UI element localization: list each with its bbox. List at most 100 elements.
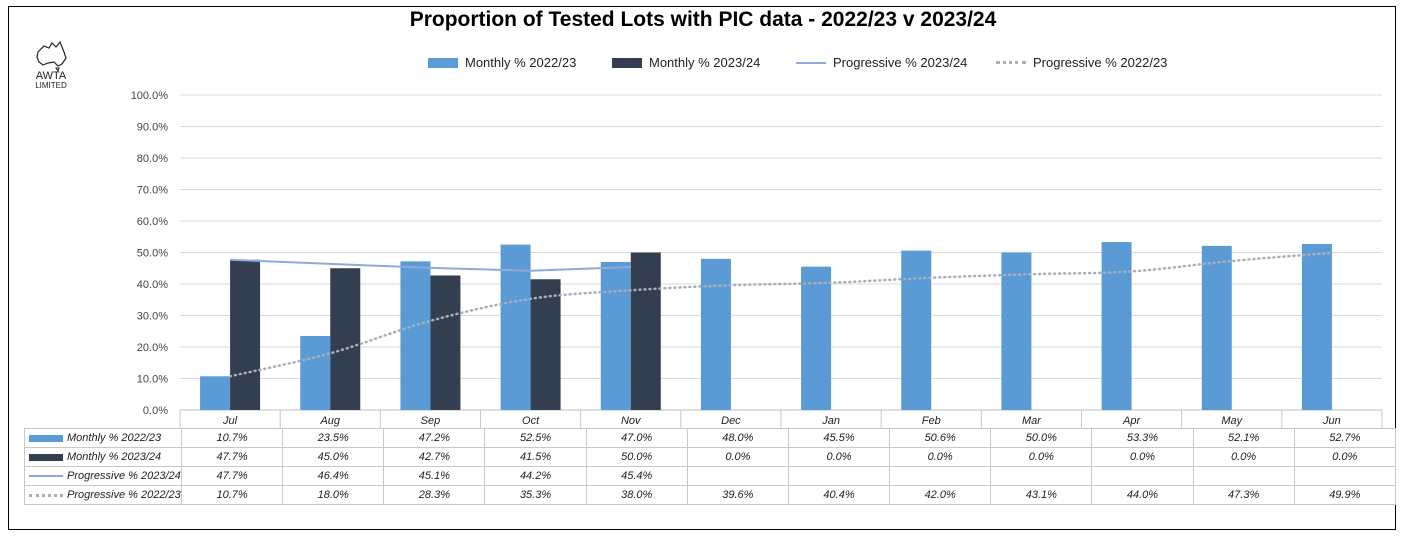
table-cell — [1293, 466, 1396, 486]
table-cell: 50.0% — [990, 428, 1093, 448]
table-cell: 10.7% — [180, 428, 284, 448]
table-row: Progressive % 2023/24 47.7% 46.4% 45.1% 44.2… — [24, 466, 1396, 486]
legend-label: Monthly % 2022/23 — [465, 55, 577, 70]
bar-monthly-2022-23-sep — [400, 261, 431, 410]
legend-line-progressive-2023-24 — [796, 61, 826, 64]
bar-monthly-2023-24-jul — [230, 259, 261, 410]
x-tick-label: Aug — [319, 415, 340, 427]
table-cell: 0.0% — [1192, 447, 1295, 467]
table-cell: 10.7% — [180, 485, 284, 505]
table-cell: 0.0% — [686, 447, 789, 467]
table-row-label: Progressive % 2022/23 — [67, 489, 181, 501]
bar-monthly-2022-23-jan — [801, 266, 832, 410]
bar-monthly-2023-24-oct — [530, 279, 561, 410]
bar-monthly-2023-24-aug — [330, 268, 361, 410]
table-cell — [787, 466, 891, 486]
y-tick-label: 10.0% — [137, 374, 168, 386]
legend-item-monthly-2022-23: Monthly % 2022/23 — [428, 55, 576, 70]
table-row: Monthly % 2022/23 10.7% 23.5% 47.2% 52.5% 47.… — [24, 428, 1396, 448]
y-tick-label: 20.0% — [137, 342, 168, 354]
table-row-header: Monthly % 2022/23 — [24, 428, 182, 448]
table-cell: 28.3% — [383, 485, 486, 505]
table-cell: 50.0% — [585, 447, 688, 467]
x-tick-label: Jan — [821, 415, 840, 427]
table-row-key — [29, 434, 63, 442]
table-cell: 23.5% — [282, 428, 385, 448]
table-row-key — [29, 493, 63, 497]
x-tick-label: Jul — [222, 415, 238, 427]
table-cell: 0.0% — [1293, 447, 1396, 467]
australia-map-icon — [36, 40, 67, 73]
y-tick-label: 40.0% — [137, 279, 168, 291]
line-progressive-2023-24 — [230, 258, 631, 272]
table-cell — [686, 466, 789, 486]
table-cell: 0.0% — [889, 447, 992, 467]
bar-monthly-2023-24-nov — [630, 252, 661, 410]
x-tick-label: Feb — [922, 415, 941, 427]
legend-label: Monthly % 2023/24 — [649, 55, 761, 70]
table-cell: 47.3% — [1192, 485, 1295, 505]
bar-monthly-2022-23-jun — [1301, 243, 1332, 410]
table-cell: 40.4% — [787, 485, 891, 505]
table-cell: 48.0% — [686, 428, 789, 448]
table-cell: 0.0% — [787, 447, 891, 467]
y-tick-label: 60.0% — [137, 216, 168, 228]
table-cell: 0.0% — [1091, 447, 1194, 467]
table-cell — [990, 466, 1093, 486]
bar-monthly-2022-23-apr — [1101, 242, 1132, 410]
y-axis: 0.0% 10.0% 20.0% 30.0% 40.0% 50.0% 60.0% 70.0% 8… — [131, 90, 169, 417]
lines — [228, 251, 1334, 378]
table-cell: 35.3% — [484, 485, 587, 505]
x-tick-label: May — [1221, 415, 1243, 427]
table-cell: 47.0% — [585, 428, 688, 448]
table-cell — [1091, 466, 1194, 486]
table-cell: 45.0% — [282, 447, 385, 467]
table-cell: 18.0% — [282, 485, 385, 505]
y-tick-label: 90.0% — [137, 122, 168, 134]
legend-item-progressive-2022-23: Progressive % 2022/23 — [996, 55, 1167, 70]
y-tick-label: 100.0% — [131, 90, 169, 102]
table-cell: 50.6% — [889, 428, 992, 448]
table-row-label: Monthly % 2023/24 — [67, 451, 162, 463]
table-row: Progressive % 2022/23 10.7% 18.0% 28.3% 35.3… — [24, 485, 1396, 505]
logo-name: AWTA — [35, 70, 67, 82]
line-progressive-2022-23 — [228, 251, 1334, 378]
table-row-header: Monthly % 2023/24 — [24, 447, 182, 467]
table-cell: 52.5% — [484, 428, 587, 448]
bar-monthly-2022-23-feb — [901, 250, 932, 410]
data-table: Monthly % 2022/23 10.7% 23.5% 47.2% 52.5% 47.… — [24, 428, 1396, 505]
table-cell: 47.7% — [180, 466, 284, 486]
y-tick-label: 80.0% — [137, 153, 168, 165]
table-cell — [889, 466, 992, 486]
bar-monthly-2023-24-sep — [430, 275, 461, 410]
table-cell: 0.0% — [990, 447, 1093, 467]
table-cell: 39.6% — [686, 485, 789, 505]
x-tick-label: Oct — [522, 415, 540, 427]
bars — [200, 242, 1332, 410]
table-row-key — [29, 453, 63, 461]
bar-monthly-2022-23-may — [1201, 245, 1232, 410]
bar-monthly-2022-23-aug — [300, 335, 331, 410]
table-row-label: Progressive % 2023/24 — [67, 470, 181, 482]
bar-monthly-2022-23-dec — [700, 258, 731, 410]
bar-monthly-2022-23-oct — [500, 244, 531, 410]
table-cell: 42.7% — [383, 447, 486, 467]
chart-plot: 0.0% 10.0% 20.0% 30.0% 40.0% 50.0% 60.0% 70.0% 8… — [131, 90, 1383, 428]
x-tick-label: Apr — [1122, 415, 1141, 427]
y-tick-label: 70.0% — [137, 185, 168, 197]
table-cell — [1192, 466, 1295, 486]
table-cell: 52.7% — [1293, 428, 1396, 448]
table-cell: 41.5% — [484, 447, 587, 467]
table-cell: 45.5% — [787, 428, 891, 448]
legend-swatch-monthly-2023-24 — [612, 57, 642, 68]
table-row-header: Progressive % 2022/23 — [24, 485, 182, 505]
legend-label: Progressive % 2023/24 — [833, 55, 968, 70]
table-row: Monthly % 2023/24 47.7% 45.0% 42.7% 41.5% 50.… — [24, 447, 1396, 467]
table-cell: 45.4% — [585, 466, 688, 486]
x-tick-label: Mar — [1022, 415, 1042, 427]
table-row-label: Monthly % 2022/23 — [67, 432, 162, 444]
bar-monthly-2022-23-mar — [1001, 252, 1032, 410]
x-tick-label: Sep — [421, 415, 441, 427]
y-tick-label: 30.0% — [137, 311, 168, 323]
logo-sub: LIMITED — [35, 81, 67, 90]
